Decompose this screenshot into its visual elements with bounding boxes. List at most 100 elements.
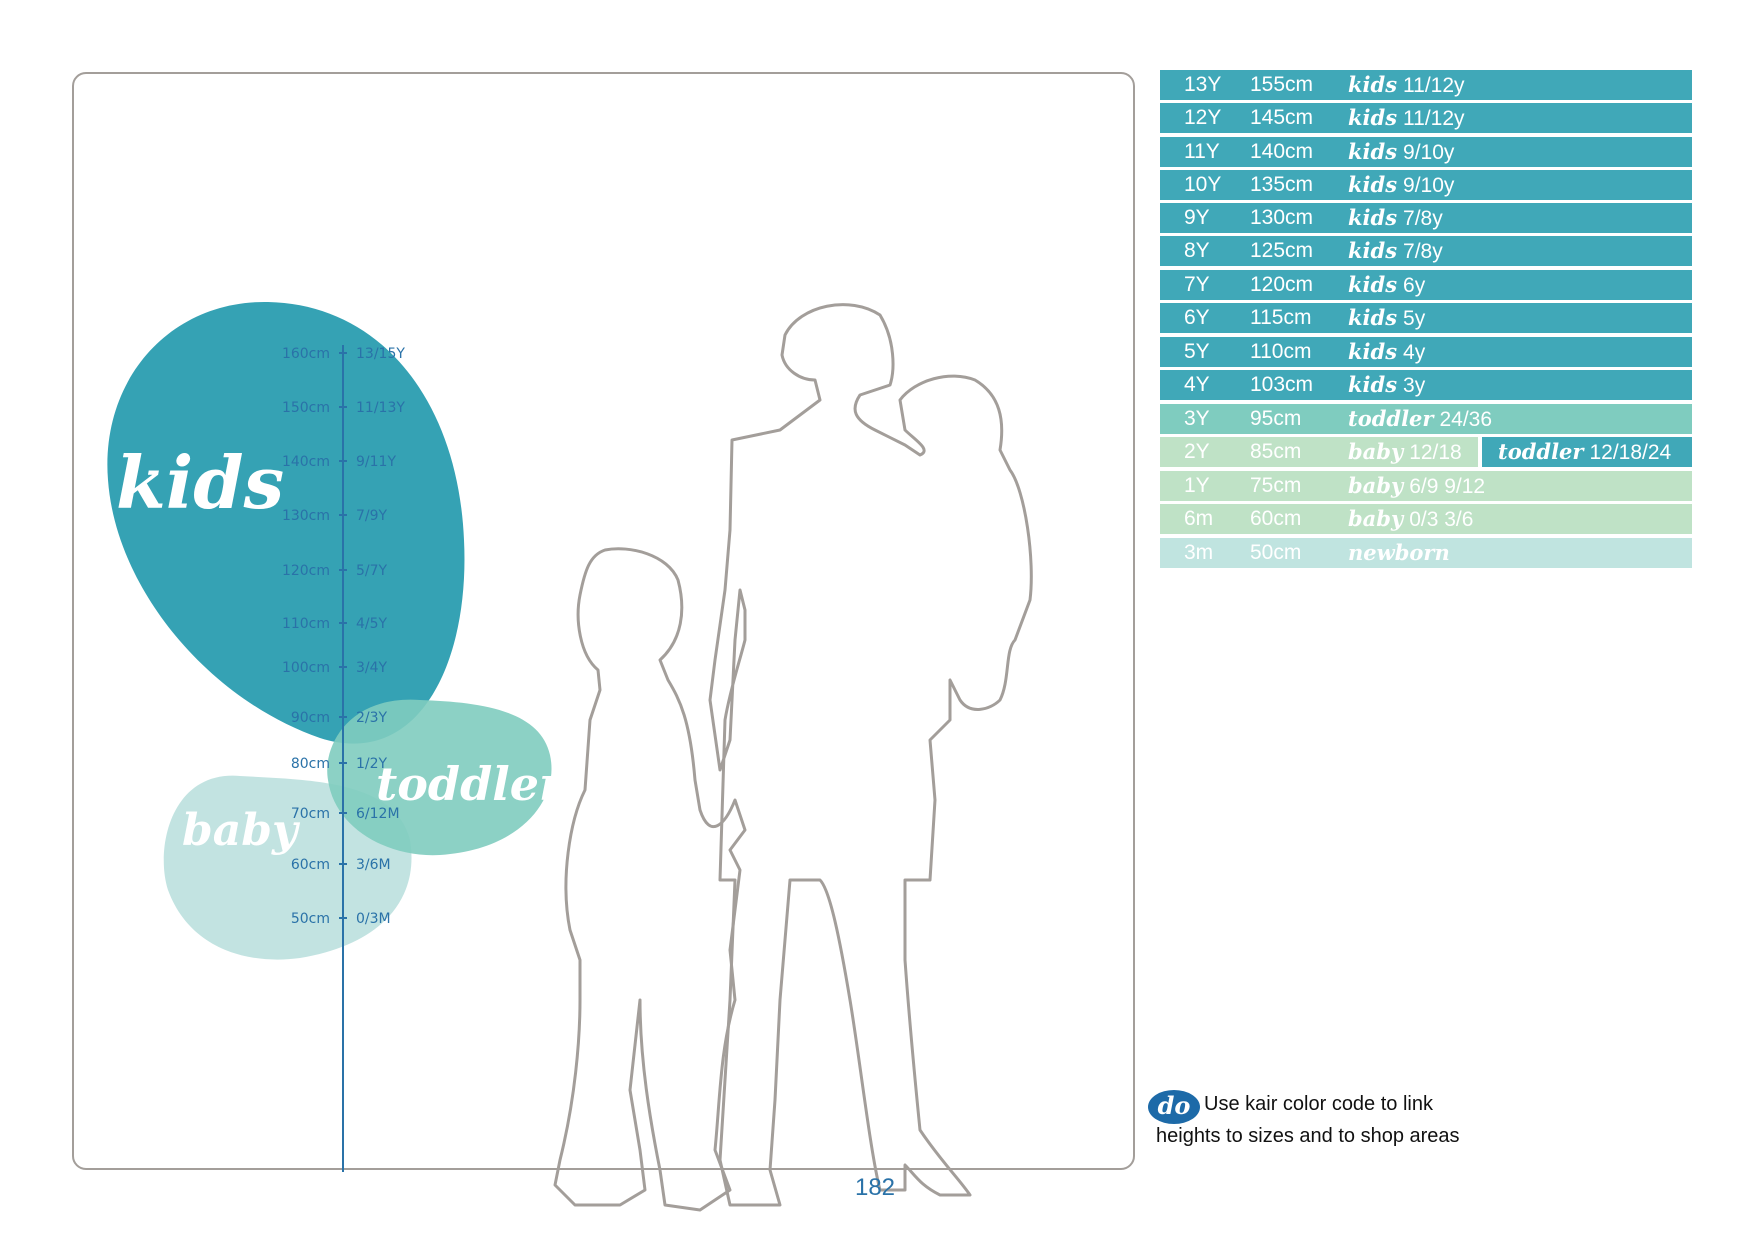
row-height: 50cm [1250,540,1302,564]
row-size: kids 9/10y [1348,137,1454,168]
ruler-age-label: 3/6M [356,857,391,873]
row-category: baby [1348,439,1404,464]
row-size-value: 24/36 [1439,407,1493,431]
ruler-age-label: 11/13Y [356,400,405,416]
size-row: 7Y 120cm kids 6y [1160,269,1692,300]
row-height: 110cm [1250,339,1312,363]
row-category: kids [1348,238,1398,263]
ruler-age-label: 0/3M [356,911,391,927]
row-category: kids [1348,105,1398,130]
row-size: baby 0/3 3/6 [1348,504,1473,535]
row-height: 95cm [1250,406,1302,430]
row-size-value: 11/12y [1403,107,1465,130]
ruler-height-label: 140cm [282,454,330,470]
do-badge: do [1148,1090,1200,1124]
do-note-text: Use kair color code to link heights to s… [1156,1093,1460,1147]
row-age: 4Y [1184,373,1210,396]
row-age: 1Y [1184,473,1210,497]
size-row: 8Y 125cm kids 7/8y [1160,236,1692,266]
row-size: kids 7/8y [1348,203,1443,234]
ruler-ticks: 160cm 13/15Y 150cm 11/13Y 140cm 9/11Y 130cm 7/9… [282,346,405,927]
row-category: kids [1348,305,1398,330]
row-size: kids 11/12y [1348,103,1465,134]
row-age: 6m [1184,507,1214,530]
row-size-alt: toddler 12/18/24 [1478,437,1692,467]
row-height: 75cm [1250,473,1302,497]
row-size-value: 7/8y [1403,207,1443,230]
ruler-height-label: 60cm [291,857,330,873]
row-size-value: 9/10y [1403,173,1455,197]
row-height: 130cm [1250,206,1314,229]
row-height: 85cm [1250,440,1302,463]
row-age: 9Y [1184,206,1210,229]
row-category: baby [1348,506,1404,531]
row-size: toddler 24/36 [1348,404,1492,435]
ruler-height-label: 90cm [291,710,330,726]
row-age: 6Y [1184,306,1210,329]
row-age: 13Y [1184,73,1222,96]
ruler-height-label: 100cm [282,660,330,676]
row-size: kids 11/12y [1348,70,1465,101]
row-height: 120cm [1250,272,1314,296]
do-note: do Use kair color code to link heights to… [1148,1090,1476,1149]
size-row: 9Y 130cm kids 7/8y [1160,203,1692,233]
ruler-height-label: 120cm [282,563,330,579]
row-age: 3m [1184,540,1214,564]
row-size-value: 3y [1403,374,1426,397]
row-category: kids [1348,72,1398,97]
page-number: 182 [854,1174,896,1201]
ruler-age-label: 13/15Y [356,346,405,362]
row-size-value-alt: 12/18/24 [1589,441,1672,464]
ruler-height-label: 70cm [291,806,330,822]
row-category: kids [1348,372,1398,397]
row-category: kids [1348,338,1398,364]
size-row: 1Y 75cm baby 6/9 9/12 [1160,470,1692,502]
row-category: kids [1348,171,1398,197]
row-size: kids 9/10y [1348,170,1454,201]
ruler-height-label: 160cm [282,346,330,362]
ruler-age-label: 5/7Y [356,563,388,579]
size-row: 11Y 140cm kids 9/10y [1160,136,1692,168]
row-category: kids [1348,138,1398,164]
toddler-zone-label: toddler [376,757,567,811]
row-age: 12Y [1184,106,1222,129]
row-age: 10Y [1184,172,1222,196]
row-height: 140cm [1250,139,1314,163]
size-row: 3m 50cm newborn [1160,537,1692,568]
size-row: 10Y 135cm kids 9/10y [1160,169,1692,201]
row-height: 135cm [1250,172,1314,196]
size-row: 3Y 95cm toddler 24/36 [1160,403,1692,435]
size-row: 13Y 155cm kids 11/12y [1160,70,1692,100]
row-height: 125cm [1250,239,1314,262]
row-size-value: 6/9 9/12 [1409,474,1486,498]
ruler-height-label: 150cm [282,400,330,416]
size-row: 5Y 110cm kids 4y [1160,336,1692,368]
row-size-value: 7/8y [1403,240,1443,263]
row-size-value: 9/10y [1403,140,1455,164]
row-size-value: 5y [1403,307,1426,330]
row-age: 8Y [1184,239,1210,262]
ruler-age-label: 7/9Y [356,508,388,524]
row-size: baby 6/9 9/12 [1348,471,1485,502]
size-row: 2Y 85cm baby 12/18 toddler 12/18/24 [1160,437,1692,467]
ruler-height-label: 110cm [282,616,330,632]
row-category-alt: toddler [1498,439,1584,464]
row-size: kids 5y [1348,303,1425,334]
mother-silhouette [708,303,1033,1207]
illustration-frame [72,72,1135,1170]
ruler-age-label: 9/11Y [356,454,396,470]
row-size-value: 6y [1403,273,1426,297]
row-size: kids 4y [1348,337,1425,368]
child-silhouette [553,547,747,1212]
size-row: 6m 60cm baby 0/3 3/6 [1160,504,1692,534]
row-size: kids 3y [1348,370,1425,401]
row-height: 115cm [1250,306,1312,329]
row-category: kids [1348,205,1398,230]
ruler-height-label: 130cm [282,508,330,524]
ruler-age-label: 1/2Y [356,756,388,772]
row-category: newborn [1348,539,1450,565]
ruler-age-label: 4/5Y [356,616,388,632]
row-age: 5Y [1184,339,1210,363]
row-size-value: 0/3 3/6 [1409,508,1474,531]
